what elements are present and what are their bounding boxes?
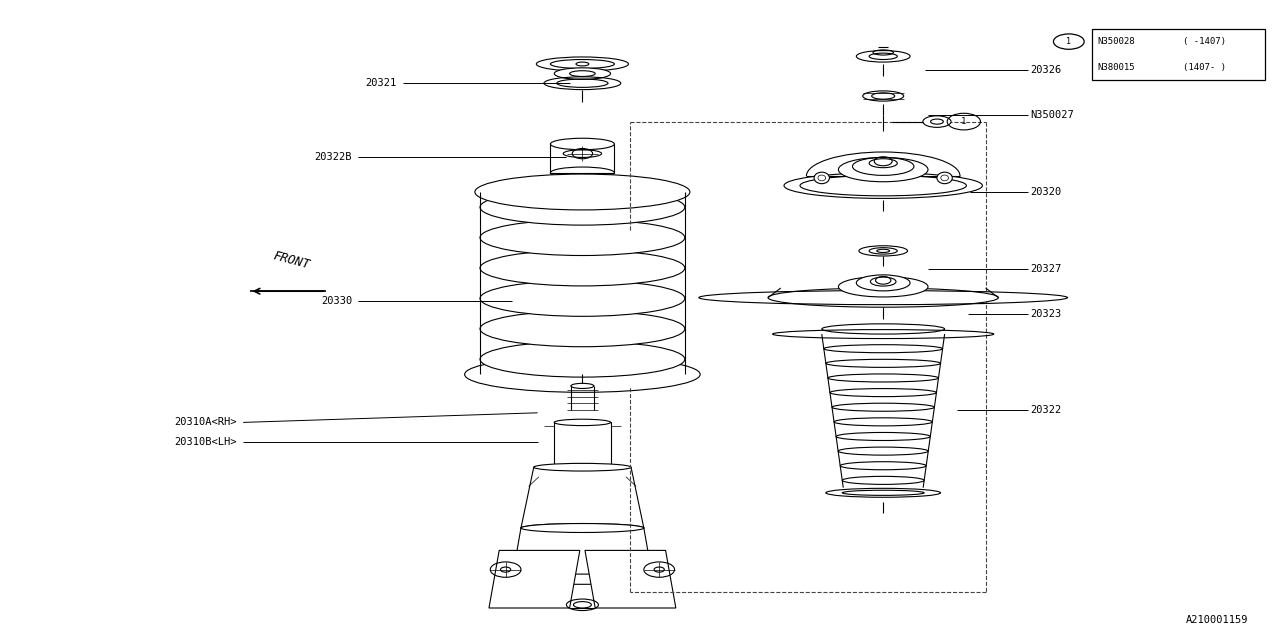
Text: 20326: 20326 — [1030, 65, 1061, 76]
Ellipse shape — [480, 189, 685, 225]
Ellipse shape — [842, 476, 924, 484]
Text: A210001159: A210001159 — [1185, 614, 1248, 625]
Text: 20322: 20322 — [1030, 404, 1061, 415]
Ellipse shape — [923, 116, 951, 127]
Ellipse shape — [838, 276, 928, 297]
Ellipse shape — [521, 524, 644, 532]
Text: 20323: 20323 — [1030, 308, 1061, 319]
Ellipse shape — [550, 138, 614, 150]
Text: 1: 1 — [1066, 37, 1071, 46]
Text: N350027: N350027 — [1030, 110, 1074, 120]
Polygon shape — [554, 422, 611, 467]
Text: ( -1407): ( -1407) — [1183, 37, 1226, 46]
Ellipse shape — [480, 250, 685, 286]
Text: (1407- ): (1407- ) — [1183, 63, 1226, 72]
Ellipse shape — [783, 173, 983, 198]
Ellipse shape — [838, 447, 928, 455]
Ellipse shape — [465, 356, 700, 392]
Ellipse shape — [480, 220, 685, 255]
Text: 20310B<LH>: 20310B<LH> — [174, 436, 237, 447]
Ellipse shape — [571, 383, 594, 388]
Text: FRONT: FRONT — [273, 250, 311, 272]
Ellipse shape — [835, 418, 932, 426]
Ellipse shape — [832, 403, 934, 412]
Text: 20320: 20320 — [1030, 187, 1061, 197]
Text: 20327: 20327 — [1030, 264, 1061, 274]
Ellipse shape — [836, 433, 931, 440]
Ellipse shape — [859, 246, 908, 256]
Ellipse shape — [475, 174, 690, 210]
Polygon shape — [585, 550, 676, 608]
Ellipse shape — [863, 91, 904, 101]
Text: N380015: N380015 — [1097, 63, 1134, 72]
Polygon shape — [521, 467, 644, 528]
Ellipse shape — [768, 288, 998, 307]
Text: 20322B: 20322B — [315, 152, 352, 162]
Ellipse shape — [824, 345, 942, 353]
Ellipse shape — [512, 574, 653, 584]
Text: 20330: 20330 — [321, 296, 352, 306]
Ellipse shape — [554, 419, 611, 426]
Ellipse shape — [822, 324, 945, 334]
Ellipse shape — [856, 275, 910, 291]
Bar — [1092, 29, 1265, 80]
Ellipse shape — [826, 359, 941, 367]
Ellipse shape — [828, 374, 938, 382]
Polygon shape — [489, 550, 580, 608]
Ellipse shape — [937, 172, 952, 184]
Ellipse shape — [814, 172, 829, 184]
Ellipse shape — [840, 461, 927, 470]
Ellipse shape — [534, 463, 631, 471]
Ellipse shape — [554, 464, 611, 470]
Ellipse shape — [480, 341, 685, 377]
Ellipse shape — [856, 51, 910, 62]
Polygon shape — [512, 528, 653, 579]
Text: 20310A<RH>: 20310A<RH> — [174, 417, 237, 428]
Ellipse shape — [480, 280, 685, 316]
Ellipse shape — [829, 388, 937, 397]
Text: 20321: 20321 — [366, 78, 397, 88]
Text: 1: 1 — [961, 117, 966, 126]
Ellipse shape — [838, 157, 928, 182]
Ellipse shape — [480, 311, 685, 347]
Ellipse shape — [554, 68, 611, 79]
Ellipse shape — [521, 524, 644, 532]
Text: N350028: N350028 — [1097, 37, 1134, 46]
Ellipse shape — [826, 488, 941, 497]
Polygon shape — [550, 144, 614, 173]
